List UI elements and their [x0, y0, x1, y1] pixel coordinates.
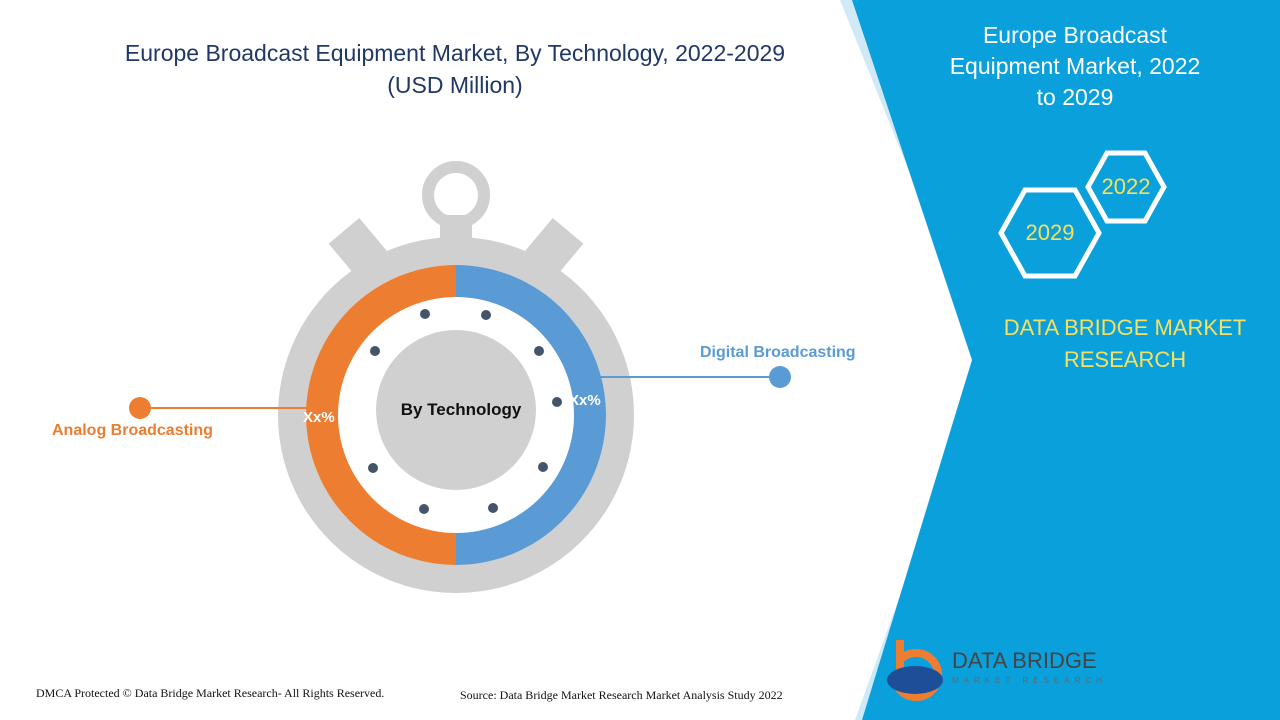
side-panel	[852, 0, 1280, 720]
leader-dot	[129, 397, 151, 419]
hexagon	[998, 187, 1102, 279]
hexagon	[1085, 150, 1167, 224]
source: Source: Data Bridge Market Research Mark…	[460, 688, 783, 702]
stopwatch-crown	[422, 161, 490, 229]
logo-name: DATA BRIDGE	[952, 648, 1097, 673]
segment-label: Xx%	[569, 392, 601, 409]
dial-center	[376, 330, 536, 490]
segment-name: Digital Broadcasting	[700, 344, 856, 361]
segment-name: Analog Broadcasting	[52, 422, 213, 439]
dial-dots	[368, 309, 562, 514]
analog-segment	[306, 265, 456, 565]
brand: DATA BRIDGE MARKET RESEARCH	[1003, 315, 1247, 372]
copyright: DMCA Protected © Data Bridge Market Rese…	[36, 686, 385, 700]
year: 2029	[1025, 220, 1075, 245]
chart-title: Europe Broadcast Equipment Market, By Te…	[124, 40, 786, 66]
panel-title: Europe Broadcast Equipment Market, 2022 …	[949, 22, 1201, 111]
center-label: By Technology	[400, 400, 522, 419]
digital-segment	[456, 265, 606, 565]
logo-mark	[887, 666, 943, 694]
segment-label: Xx%	[303, 409, 335, 426]
chart-subtitle: (USD Million)	[387, 72, 523, 98]
leader-dot	[769, 366, 791, 388]
year: 2022	[1101, 174, 1151, 199]
logo-tagline: MARKET RESEARCH	[952, 676, 1107, 685]
